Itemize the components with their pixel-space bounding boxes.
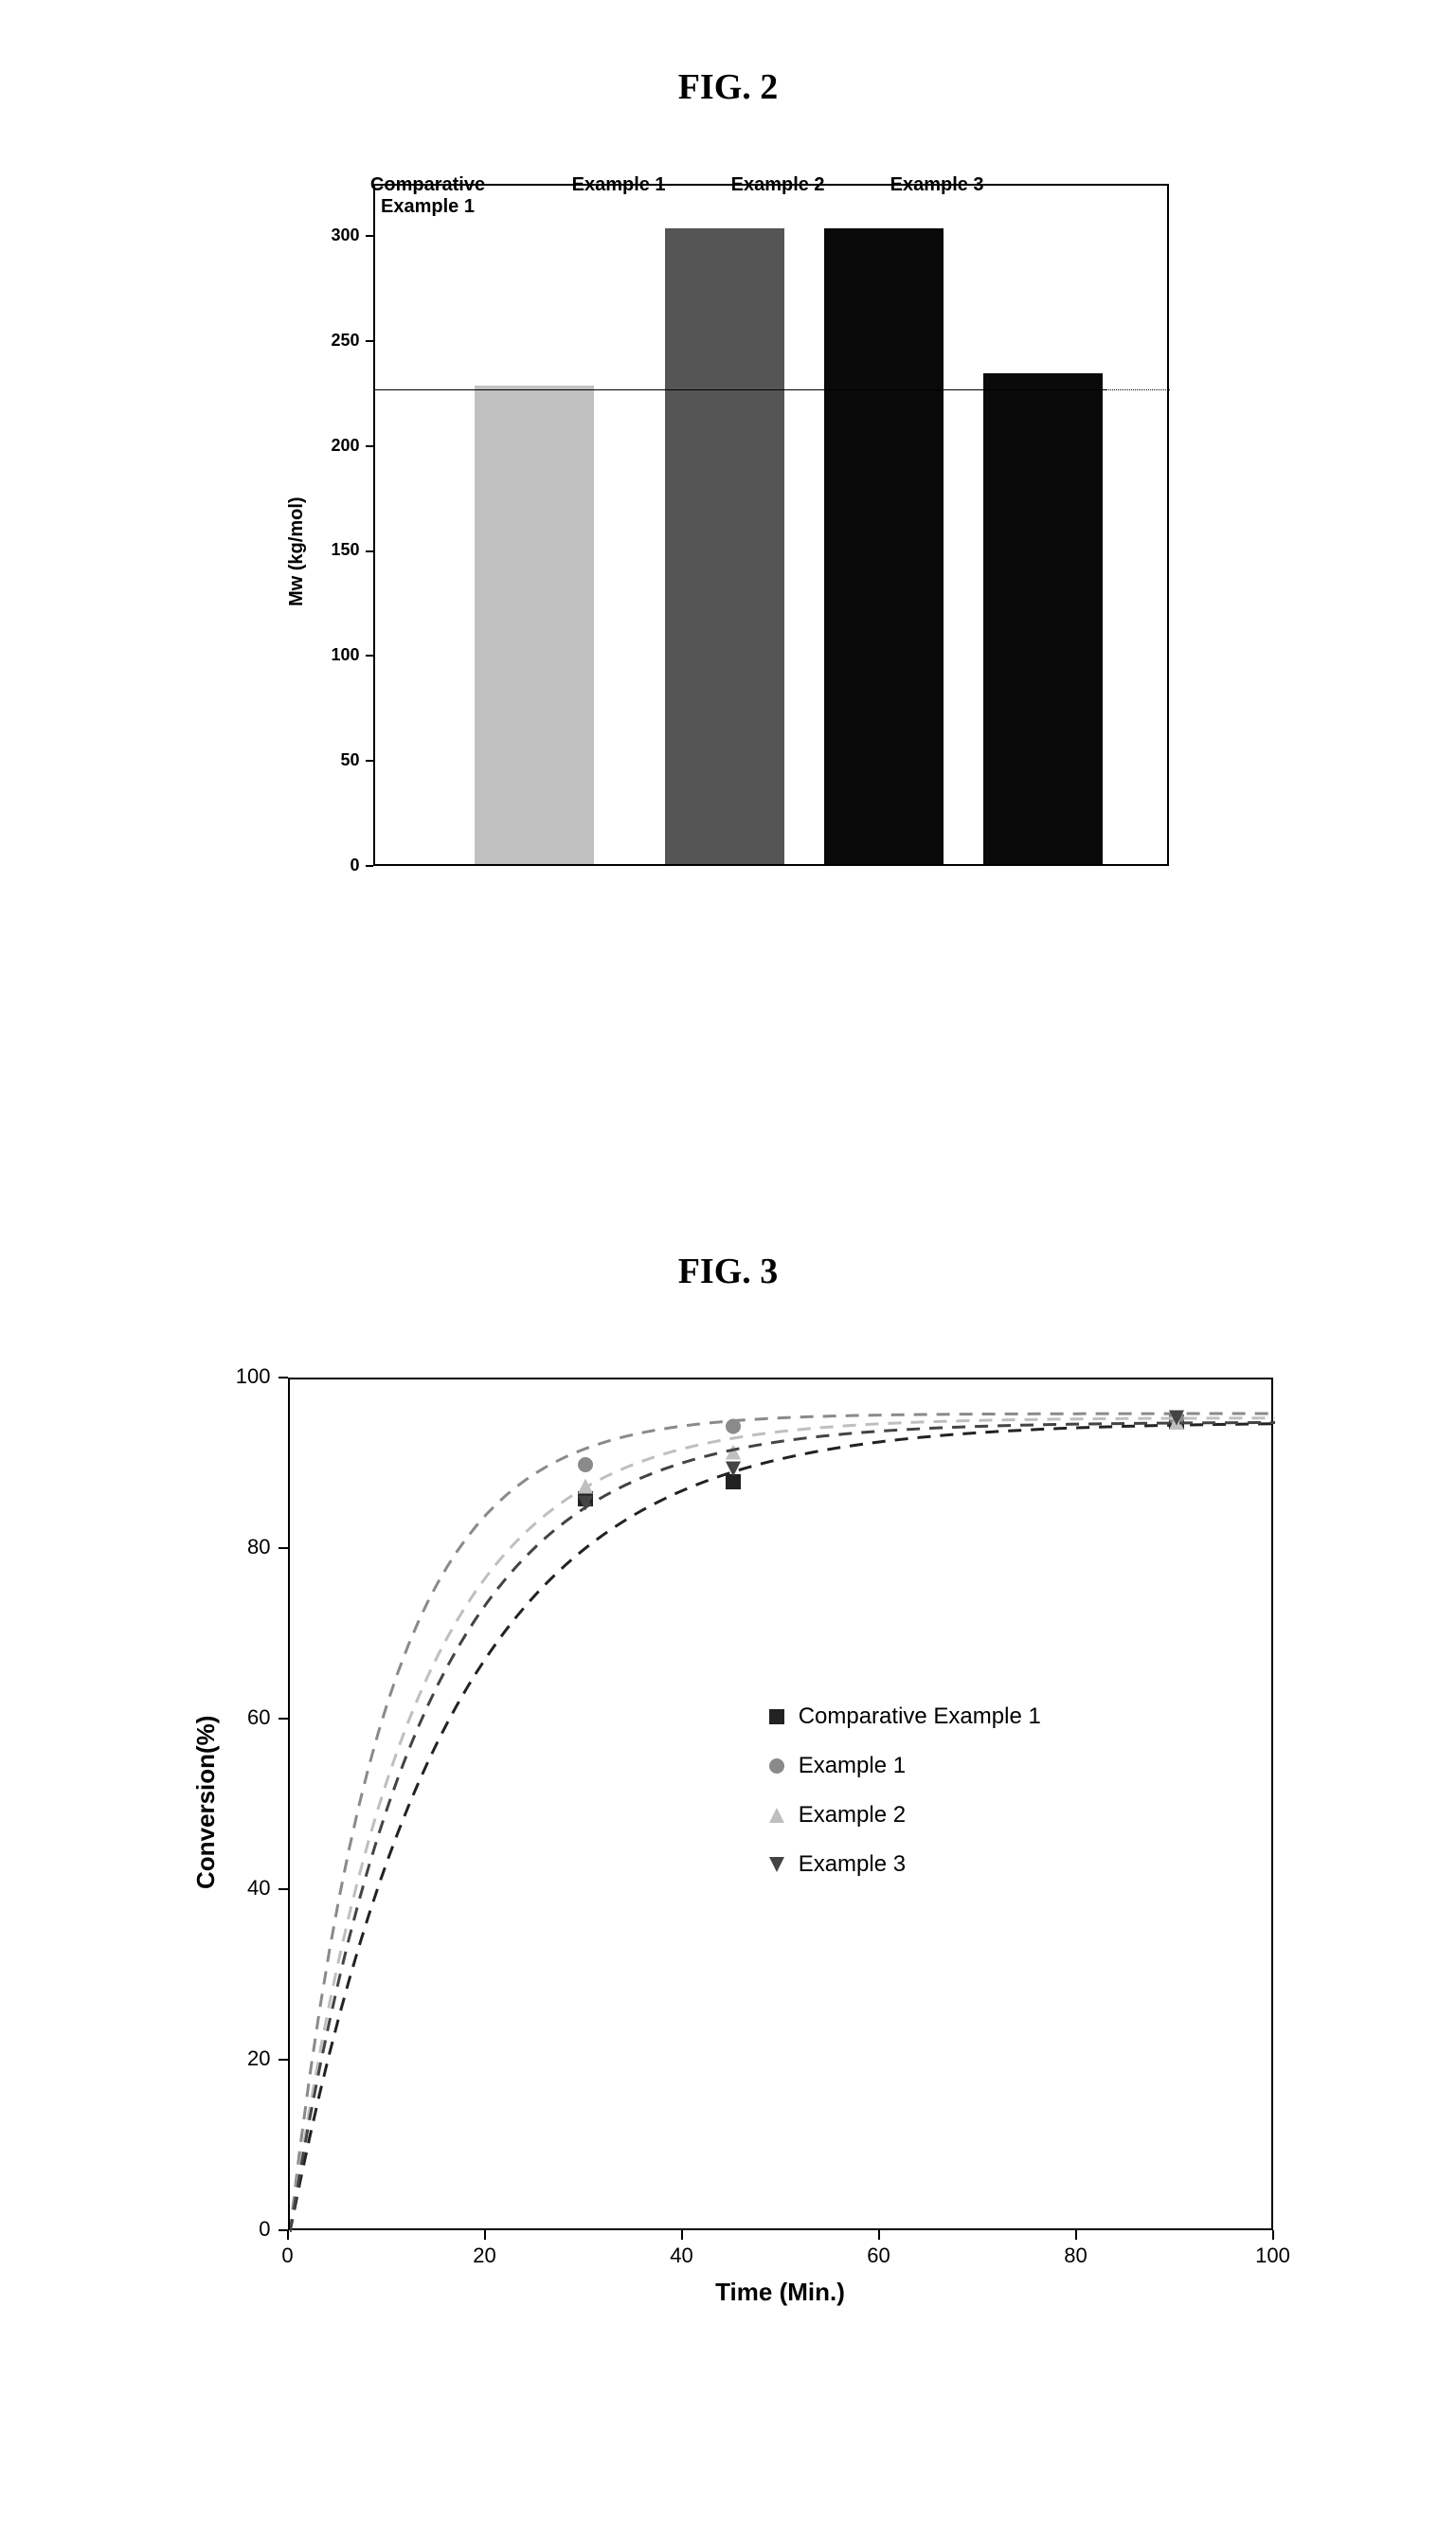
figure-2-wrap: FIG. 2 Mw (kg/mol) ComparativeExample 1E… — [0, 66, 1456, 942]
chart-marker — [769, 1808, 784, 1823]
fig3-y-tick-label: 40 — [165, 1876, 271, 1901]
fig3-y-tick — [279, 2059, 288, 2061]
fig3-x-tick — [484, 2230, 486, 2240]
fig3-title: FIG. 3 — [678, 1251, 779, 1292]
fig2-y-tick — [366, 865, 373, 867]
fig3-x-tick-label: 60 — [855, 2244, 903, 2268]
fig3-x-tick — [287, 2230, 289, 2240]
fig2-y-tick — [366, 550, 373, 552]
fig2-bar — [665, 228, 784, 864]
legend-label: Example 1 — [791, 1753, 906, 1779]
fig3-x-tick-label: 0 — [264, 2244, 312, 2268]
fig3-y-tick-label: 80 — [165, 1535, 271, 1559]
fig3-y-tick — [279, 1377, 288, 1379]
fig2-y-tick-label: 100 — [269, 645, 360, 665]
legend-label: Comparative Example 1 — [791, 1703, 1041, 1730]
fig3-x-tick-label: 100 — [1249, 2244, 1297, 2268]
fig2-ref-line-dotted — [1106, 389, 1170, 390]
fig2-x-labels: ComparativeExample 1Example 1Example 2Ex… — [269, 856, 1065, 932]
chart-marker — [769, 1709, 784, 1724]
fig2-y-tick — [366, 655, 373, 657]
fig2-y-tick — [366, 340, 373, 342]
fig2-plot-area — [373, 184, 1169, 866]
legend-item: Example 3 — [763, 1851, 906, 1878]
fig3-y-tick-label: 100 — [165, 1364, 271, 1389]
fig2-y-tick — [366, 760, 373, 762]
legend-label: Example 3 — [791, 1851, 906, 1878]
fig2-x-category-label: ComparativeExample 1 — [343, 174, 513, 218]
legend-marker-icon — [763, 1804, 791, 1827]
legend-item: Example 1 — [763, 1753, 906, 1779]
fig2-title: FIG. 2 — [678, 66, 779, 108]
chart-marker — [726, 1419, 741, 1434]
fig2-bar — [824, 228, 944, 864]
fig3-x-tick — [1272, 2230, 1274, 2240]
fig3-x-tick-label: 80 — [1052, 2244, 1100, 2268]
fig3-y-tick-label: 20 — [165, 2046, 271, 2071]
fig2-y-tick-label: 300 — [269, 225, 360, 245]
fig2-y-tick-label: 50 — [269, 750, 360, 770]
fig2-y-tick-label: 150 — [269, 540, 360, 560]
chart-marker — [769, 1758, 784, 1774]
fig3-x-tick — [681, 2230, 683, 2240]
figure-3-wrap: FIG. 3 Conversion(%) Comparative Example… — [0, 1251, 1456, 2334]
chart-marker — [578, 1457, 593, 1472]
fig3-y-tick — [279, 1718, 288, 1720]
fig3-y-tick-label: 0 — [165, 2217, 271, 2242]
legend-label: Example 2 — [791, 1802, 906, 1829]
fig3-x-tick-label: 20 — [461, 2244, 509, 2268]
fig2-y-tick-label: 0 — [269, 856, 360, 875]
fig3-plot-area: Comparative Example 1 Example 1 Example 2 E… — [288, 1378, 1273, 2230]
legend-item: Example 2 — [763, 1802, 906, 1829]
fig2-bar — [475, 386, 594, 864]
fig3-y-axis-label: Conversion(%) — [191, 1716, 221, 1889]
legend-marker-icon — [763, 1755, 791, 1777]
fig2-x-category-label: Example 2 — [692, 174, 863, 196]
fig3-y-tick — [279, 1547, 288, 1549]
fig3-y-tick — [279, 2229, 288, 2231]
legend-marker-icon — [763, 1705, 791, 1728]
fig2-bar — [983, 373, 1103, 864]
fig2-ref-line — [375, 389, 1107, 390]
fig2-y-tick-label: 250 — [269, 331, 360, 351]
fig2-x-category-label: Example 3 — [852, 174, 1022, 196]
fig2-y-tick — [366, 445, 373, 447]
fig2-y-tick-label: 200 — [269, 436, 360, 456]
fig3-y-tick-label: 60 — [165, 1705, 271, 1730]
fig3-x-axis-label: Time (Min.) — [288, 2278, 1273, 2307]
fig2-y-tick — [366, 235, 373, 237]
chart-marker — [769, 1857, 784, 1872]
fig3-x-tick-label: 40 — [658, 2244, 706, 2268]
fig2-x-category-label: Example 1 — [533, 174, 704, 196]
fig3-x-tick — [1075, 2230, 1077, 2240]
fig3-x-tick — [878, 2230, 880, 2240]
legend-marker-icon — [763, 1853, 791, 1876]
fig3-y-tick — [279, 1888, 288, 1890]
legend-item: Comparative Example 1 — [763, 1703, 1041, 1730]
